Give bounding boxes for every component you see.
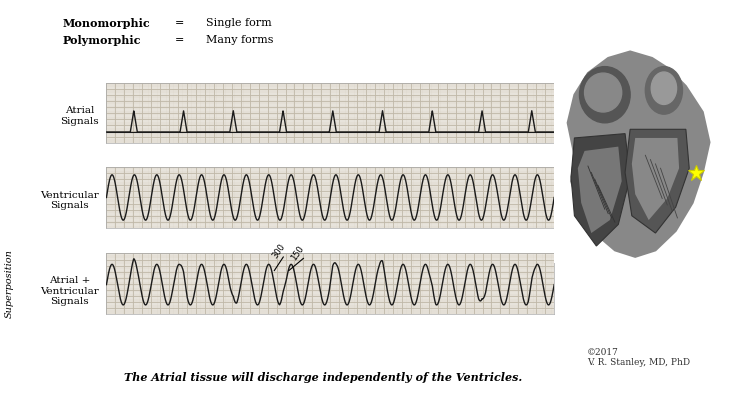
Ellipse shape [584,73,622,112]
Polygon shape [578,147,622,233]
Ellipse shape [558,53,713,248]
Text: =: = [175,18,184,28]
Text: Atrial +
Ventricular
Signals: Atrial + Ventricular Signals [40,276,99,306]
Polygon shape [567,51,710,257]
Polygon shape [632,138,679,220]
Text: Polymorphic: Polymorphic [62,35,141,46]
Text: Monomorphic: Monomorphic [62,18,150,29]
Text: ©2017
V. R. Stanley, MD, PhD: ©2017 V. R. Stanley, MD, PhD [587,348,690,367]
Ellipse shape [651,72,677,105]
Polygon shape [625,129,689,233]
Ellipse shape [645,66,683,114]
Ellipse shape [580,66,630,123]
Text: Single form: Single form [206,18,272,28]
Text: Ventricular
Signals: Ventricular Signals [40,191,99,210]
Text: The Atrial tissue will discharge independently of the Ventricles.: The Atrial tissue will discharge indepen… [124,372,522,383]
Text: 300: 300 [271,242,287,260]
Text: Superposition: Superposition [4,250,13,318]
Text: =: = [175,35,184,45]
Polygon shape [571,134,630,246]
Text: Many forms: Many forms [206,35,273,45]
Text: 150: 150 [290,244,306,262]
Text: Atrial
Signals: Atrial Signals [60,107,99,126]
